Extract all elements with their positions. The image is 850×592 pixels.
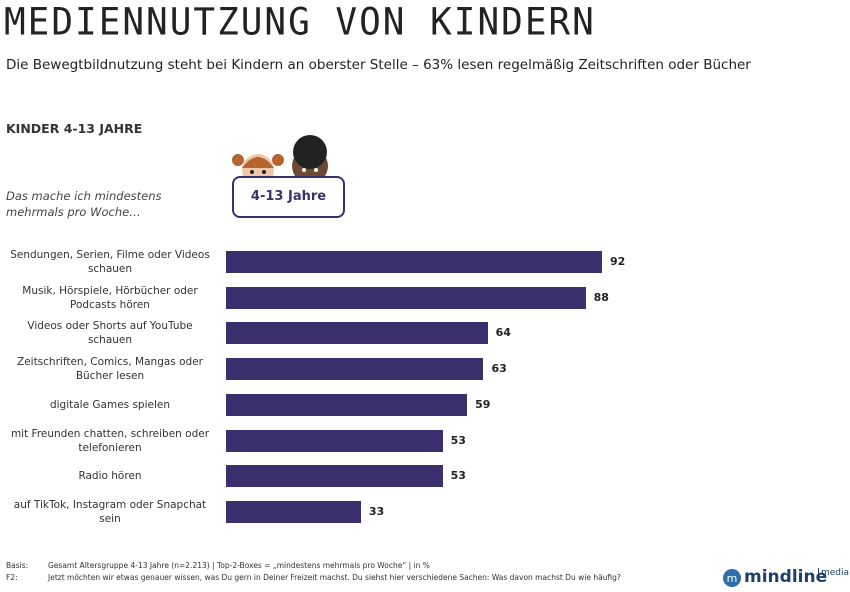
value-label: 33 — [368, 504, 385, 518]
bar — [226, 500, 361, 523]
category-label: mit Freunden chatten, schreiben oder tel… — [10, 427, 210, 454]
category-label: auf TikTok, Instagram oder Snapchat sein — [13, 498, 207, 525]
subtitle: Die Bewegtbildnutzung steht bei Kindern … — [6, 57, 751, 73]
value-label: 63 — [491, 362, 507, 376]
footnote-label: F2: — [6, 573, 18, 582]
category-label: Sendungen, Serien, Filme oder Videos sch… — [10, 249, 210, 275]
footnote: Gesamt Altersgruppe 4-13 Jahre (n=2.213)… — [48, 561, 430, 570]
bar — [226, 251, 602, 273]
category-label: Musik, Hörspiele, Hörbücher oder Podcast… — [22, 284, 198, 311]
logo-suffix: media — [818, 568, 849, 578]
chart-subtitle: Das mache ich mindestens mehrmals pro Wo… — [6, 189, 162, 219]
value-label: 59 — [475, 397, 491, 411]
category-label: Videos oder Shorts auf YouTube schauen — [27, 320, 193, 347]
footnote: Jetzt möchten wir etwas genauer wissen, … — [48, 573, 621, 582]
badge: 4-13 Jahre — [232, 176, 345, 218]
logo-icon: m — [723, 569, 741, 587]
value-label: 92 — [610, 255, 626, 268]
bar — [226, 429, 443, 452]
svg-text:m: m — [727, 572, 738, 585]
chart-title: KINDER 4-13 JAHRE — [6, 121, 143, 136]
logo-name: mindline — [744, 567, 828, 587]
bar — [226, 393, 468, 416]
title: MEDIENNUTZUNG VON KINDERN — [4, 0, 596, 45]
value-label: 64 — [495, 326, 511, 340]
bar — [226, 322, 488, 345]
value-label: 53 — [450, 433, 466, 447]
value-label: 88 — [593, 290, 609, 304]
bar — [226, 465, 443, 488]
category-label: Zeitschriften, Comics, Mangas oder Büche… — [17, 356, 203, 383]
category-label: Radio hören — [78, 470, 142, 483]
bar — [226, 358, 484, 381]
bar — [226, 286, 586, 309]
value-label: 53 — [450, 469, 466, 483]
category-label: digitale Games spielen — [49, 398, 171, 411]
footnote-label: Basis: — [6, 561, 29, 570]
